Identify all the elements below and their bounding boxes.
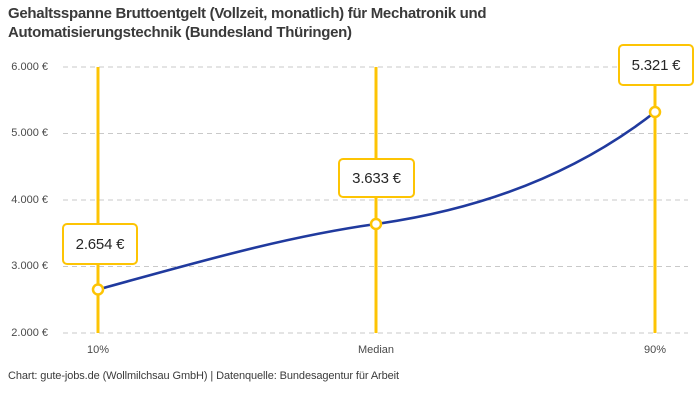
data-point-90 [648, 105, 662, 119]
data-point-10 [91, 283, 105, 296]
y-tick-2000: 2.000 € [11, 327, 48, 339]
data-point-median [369, 217, 383, 231]
chart-title: Gehaltsspanne Bruttoentgelt (Vollzeit, m… [8, 5, 487, 41]
y-tick-4000: 4.000 € [11, 194, 48, 206]
y-tick-3000: 3.000 € [11, 260, 48, 272]
value-label-90: 5.321 € [618, 44, 694, 86]
value-label-10: 2.654 € [62, 223, 138, 265]
y-tick-6000: 6.000 € [11, 61, 48, 73]
value-label-median: 3.633 € [338, 158, 415, 198]
x-tick-median: Median [357, 344, 395, 356]
x-tick-90: 90% [643, 344, 667, 356]
y-tick-5000: 5.000 € [11, 127, 48, 139]
x-tick-10: 10% [86, 344, 110, 356]
chart-source: Chart: gute-jobs.de (Wollmilchsau GmbH) … [8, 370, 399, 382]
